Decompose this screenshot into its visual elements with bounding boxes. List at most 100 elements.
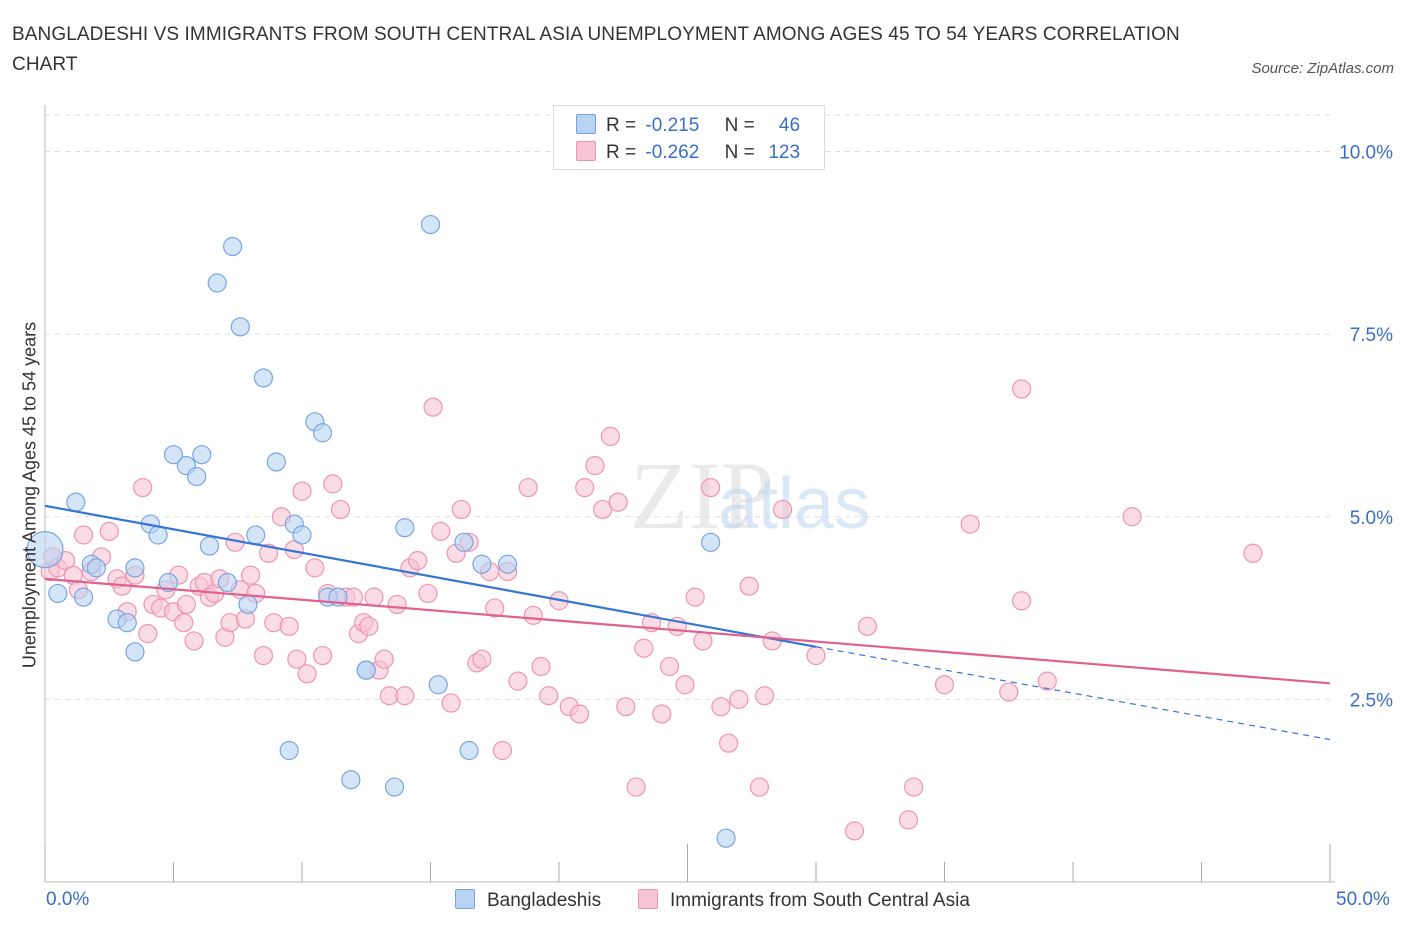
bangladeshi-point [66, 492, 86, 512]
immigrant-point [539, 686, 559, 706]
legend-n-value: 46 [778, 115, 801, 136]
immigrant-point [418, 583, 438, 604]
bangladeshi-point [472, 554, 492, 574]
legend-row-immigrants: R = -0.262 N = 123 [576, 141, 800, 167]
immigrant-point [729, 689, 749, 709]
immigrant-point [292, 481, 312, 501]
immigrant-point [387, 594, 407, 615]
bangladeshi-point [498, 554, 518, 574]
immigrant-point [73, 525, 94, 545]
immigrant-point [844, 821, 865, 841]
immigrant-point [133, 477, 153, 498]
immigrant-point [1243, 543, 1263, 563]
legend-r-value: -0.215 [645, 115, 700, 136]
bangladeshi-point [117, 613, 137, 633]
immigrant-point [585, 456, 605, 476]
immigrant-point [1037, 671, 1057, 691]
bangladeshi-trend-extension [815, 646, 1331, 741]
immigrant-point [685, 587, 705, 607]
chart-source: Source: ZipAtlas.com [1251, 60, 1394, 77]
immigrant-point [616, 697, 636, 717]
x-tick-label-max: 50.0% [1336, 889, 1390, 910]
immigrant-point [711, 697, 731, 717]
bangladeshi-point [312, 423, 333, 443]
immigrant-point [258, 543, 279, 563]
immigrant-point [898, 810, 919, 830]
bangladeshi-point [26, 531, 64, 569]
bangladeshi-point [292, 525, 312, 545]
bangladeshi-point [207, 273, 227, 293]
bangladeshi-point [459, 740, 479, 761]
immigrant-point [423, 397, 443, 417]
immigrant-point [312, 645, 333, 666]
immigrant-point [518, 477, 538, 498]
legend-n-label: N = [724, 115, 755, 136]
bangladeshi-point [192, 445, 212, 465]
immigrant-point [523, 605, 543, 625]
bangladeshi-point [420, 214, 441, 235]
x-tick-label-min: 0.0% [46, 889, 90, 910]
bangladeshi-point [238, 594, 258, 615]
immigrant-point [359, 616, 379, 636]
bangladeshi-point [73, 587, 94, 607]
immigrant-point [960, 514, 980, 534]
immigrant-point [531, 656, 551, 677]
bangladeshi-point [253, 368, 274, 388]
data-points [26, 214, 1263, 848]
immigrant-point [485, 598, 505, 618]
bangladeshi-point [454, 532, 474, 552]
correlation-legend: R = -0.215 N = 46 R = -0.262 N = 123 [553, 105, 825, 170]
y-tick-labels: 2.5% 5.0% 7.5% 10.0% [1339, 143, 1393, 712]
immigrant-point [508, 671, 528, 691]
bangladeshi-point [279, 740, 299, 761]
immigrant-point [569, 704, 590, 724]
legend-swatch-immigrants [576, 141, 596, 161]
immigrant-point [241, 565, 261, 585]
immigrant-point [739, 576, 759, 596]
immigrant-point [323, 474, 343, 494]
legend-r-label: R = [606, 115, 637, 136]
bangladeshi-point [230, 317, 250, 337]
axes [44, 105, 1335, 883]
immigrant-point [395, 686, 415, 706]
legend-row-bangladeshis: R = -0.215 N = 46 [576, 114, 800, 140]
bangladeshi-point [223, 236, 243, 257]
immigrant-point [999, 682, 1019, 702]
bangladeshi-point [48, 583, 68, 604]
immigrant-point [297, 664, 317, 684]
immigrant-point [904, 777, 924, 797]
immigrant-point [701, 477, 721, 498]
series-legend-label: Bangladeshis [487, 890, 602, 911]
immigrant-point [374, 649, 394, 669]
immigrant-point [608, 492, 628, 512]
bangladeshi-point [187, 466, 207, 487]
trend-lines [44, 504, 1331, 741]
immigrant-point [719, 733, 739, 753]
immigrant-point [1011, 379, 1032, 399]
chart-title: BANGLADESHI VS IMMIGRANTS FROM SOUTH CEN… [12, 24, 1180, 75]
series-swatch-immigrants [638, 889, 658, 909]
immigrant-point [1122, 507, 1142, 527]
immigrant-point [934, 675, 955, 695]
immigrant-point [330, 499, 351, 520]
immigrant-point [287, 649, 307, 669]
bangladeshi-point [217, 572, 238, 593]
immigrant-point [754, 686, 775, 706]
immigrant-point [806, 645, 826, 666]
bangladeshi-point [125, 558, 145, 578]
immigrant-point [659, 656, 680, 677]
y-tick-label: 2.5% [1350, 690, 1393, 711]
bangladeshi-point [86, 558, 107, 578]
immigrant-point [279, 616, 299, 636]
immigrant-point [472, 649, 492, 669]
immigrant-point [364, 587, 384, 607]
bangladeshi-point [163, 445, 184, 465]
immigrant-point [593, 499, 613, 520]
immigrant-point [772, 499, 793, 520]
series-legend-bangladeshis: Bangladeshis [455, 889, 601, 912]
immigrant-point [626, 777, 646, 797]
immigrant-point [176, 594, 196, 615]
bangladeshi-point [199, 536, 220, 556]
immigrant-point [749, 777, 770, 797]
